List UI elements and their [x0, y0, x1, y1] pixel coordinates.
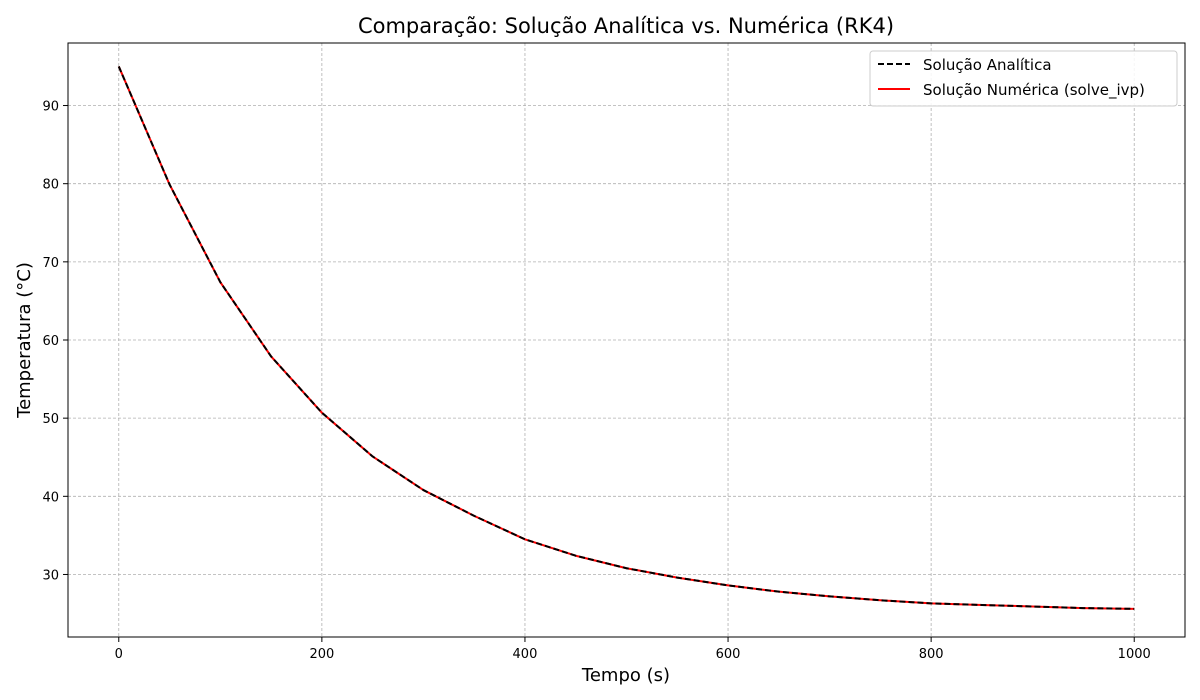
legend-label-numerica: Solução Numérica (solve_ivp) [923, 81, 1145, 100]
x-tick-label: 0 [115, 647, 123, 662]
legend-label-analitica: Solução Analítica [923, 56, 1052, 74]
y-tick-label: 80 [42, 178, 59, 193]
x-tick-label: 400 [513, 647, 538, 662]
y-tick-label: 70 [42, 256, 59, 271]
y-tick-label: 60 [42, 334, 59, 349]
y-tick-label: 40 [42, 490, 59, 505]
x-tick-label: 200 [309, 647, 334, 662]
x-tick-label: 1000 [1118, 647, 1151, 662]
series-layer [117, 66, 1135, 610]
x-tick-label: 800 [919, 647, 944, 662]
x-axis-label: Tempo (s) [581, 665, 670, 686]
y-tick-label: 50 [42, 412, 59, 427]
y-axis-label: Temperatura (°C) [14, 262, 35, 419]
y-tick-label: 30 [42, 568, 59, 583]
series-line-analitica [117, 66, 1135, 610]
x-tick-label: 600 [716, 647, 741, 662]
chart-title: Comparação: Solução Analítica vs. Numéri… [358, 14, 894, 38]
legend: Solução Analítica Solução Numérica (solv… [869, 50, 1178, 107]
legend-box [869, 50, 1178, 107]
grid [68, 43, 1185, 637]
tick-layer: 0 200 400 600 800 1000 30 40 50 60 70 80 90 [42, 100, 1150, 662]
y-tick-label: 90 [42, 100, 59, 115]
